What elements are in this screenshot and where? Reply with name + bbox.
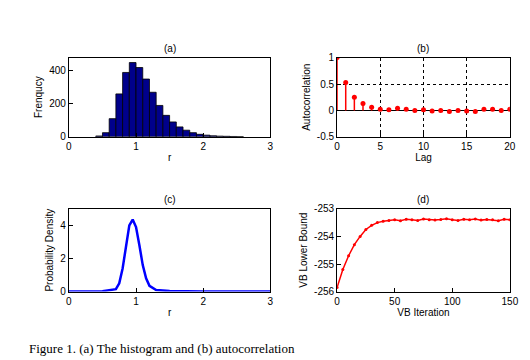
svg-text:-255: -255 xyxy=(314,259,334,270)
svg-text:0: 0 xyxy=(60,286,66,297)
svg-text:0: 0 xyxy=(66,141,72,152)
svg-text:r: r xyxy=(168,307,172,318)
svg-text:5: 5 xyxy=(377,141,383,152)
svg-text:0: 0 xyxy=(66,296,72,307)
svg-text:-254: -254 xyxy=(314,231,334,242)
svg-text:1: 1 xyxy=(133,296,139,307)
svg-text:2: 2 xyxy=(200,296,206,307)
svg-text:Lag: Lag xyxy=(415,152,432,163)
svg-text:0: 0 xyxy=(329,105,335,116)
svg-text:VB Lower Bound: VB Lower Bound xyxy=(298,213,309,288)
svg-text:150: 150 xyxy=(502,296,519,307)
svg-text:Probability Density: Probability Density xyxy=(44,209,55,292)
svg-text:0: 0 xyxy=(60,131,66,142)
svg-text:(c): (c) xyxy=(164,194,176,205)
svg-text:400: 400 xyxy=(49,65,66,76)
svg-text:-256: -256 xyxy=(314,286,334,297)
svg-text:VB Iteration: VB Iteration xyxy=(397,307,449,318)
svg-text:(d): (d) xyxy=(417,194,429,205)
svg-text:0.5: 0.5 xyxy=(320,79,334,90)
svg-text:(a): (a) xyxy=(164,43,176,54)
svg-text:(b): (b) xyxy=(417,43,429,54)
svg-text:3: 3 xyxy=(268,296,274,307)
svg-text:100: 100 xyxy=(444,296,461,307)
svg-text:50: 50 xyxy=(389,296,401,307)
svg-text:0: 0 xyxy=(334,296,340,307)
svg-text:20: 20 xyxy=(504,141,516,152)
svg-text:Autocorrelation: Autocorrelation xyxy=(301,64,312,131)
svg-text:2: 2 xyxy=(60,253,66,264)
svg-text:4: 4 xyxy=(60,220,66,231)
svg-text:r: r xyxy=(168,152,172,163)
svg-text:15: 15 xyxy=(461,141,473,152)
svg-text:Frenqucy: Frenqucy xyxy=(33,76,44,118)
svg-text:Figure 1. (a) The histogram an: Figure 1. (a) The histogram and (b) auto… xyxy=(29,341,295,356)
svg-text:0: 0 xyxy=(334,141,340,152)
svg-text:1: 1 xyxy=(133,141,139,152)
svg-text:1: 1 xyxy=(329,52,335,63)
svg-text:-0.5: -0.5 xyxy=(317,131,335,142)
svg-text:200: 200 xyxy=(49,98,66,109)
svg-text:3: 3 xyxy=(268,141,274,152)
svg-text:-253: -253 xyxy=(314,203,334,214)
svg-text:2: 2 xyxy=(200,141,206,152)
svg-text:10: 10 xyxy=(418,141,430,152)
